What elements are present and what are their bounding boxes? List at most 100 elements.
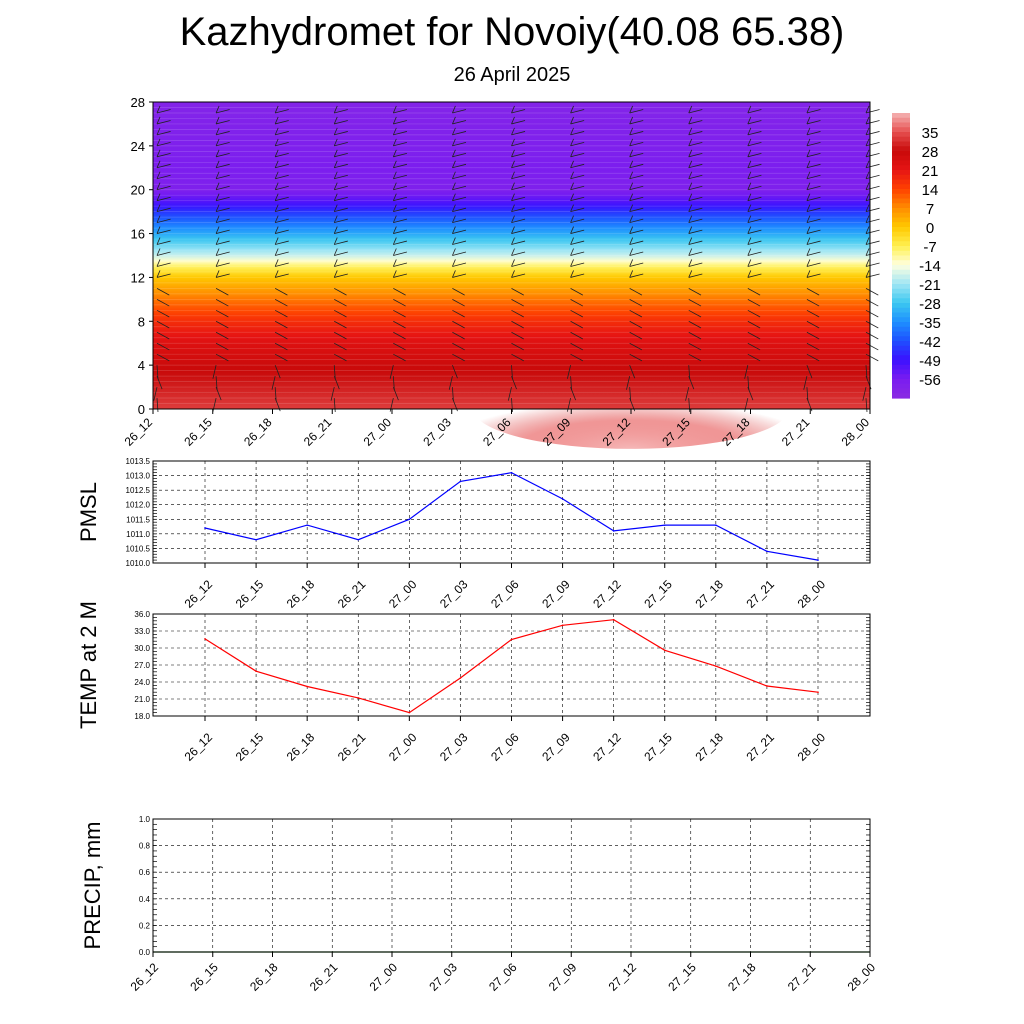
wind-barb — [393, 131, 407, 136]
y-tick-label: 0.4 — [139, 895, 151, 904]
wind-barb-flag — [452, 149, 456, 157]
wind-barb-flag — [806, 127, 811, 136]
wind-barb — [629, 218, 644, 223]
wind-barb-flag — [688, 149, 693, 157]
wind-barb — [452, 331, 465, 340]
wind-barb — [806, 120, 821, 125]
wind-barb-flag — [333, 160, 338, 168]
data-point — [459, 677, 462, 679]
wind-barb — [570, 218, 585, 223]
wind-barb — [215, 376, 218, 391]
colorbar-segment — [892, 117, 910, 124]
x-tick-label: 26_18 — [284, 577, 318, 611]
wind-barb — [570, 163, 585, 169]
wind-barb-flag — [570, 171, 574, 179]
x-tick-label: 27_09 — [539, 730, 573, 764]
wind-barb-flag — [274, 105, 279, 114]
wind-barb — [274, 387, 277, 402]
colorbar-label: -28 — [919, 296, 941, 313]
x-tick-label: 26_12 — [122, 415, 156, 449]
wind-barb-flag — [865, 105, 870, 114]
wind-barb-flag — [570, 248, 574, 256]
wind-barb — [688, 251, 703, 256]
colorbar-label: 0 — [926, 220, 934, 237]
wind-barb — [806, 342, 820, 351]
wind-barb-flag — [333, 105, 338, 114]
wind-barb — [688, 174, 703, 180]
wind-barb-flag — [570, 105, 574, 114]
wind-barb-flag — [570, 270, 574, 278]
wind-barb-flag — [570, 149, 574, 157]
wind-barb-flag — [806, 204, 811, 212]
wind-barb — [865, 207, 880, 213]
wind-barb — [452, 309, 465, 318]
wind-barb — [215, 152, 230, 158]
wind-barb — [334, 342, 347, 351]
wind-barb-flag — [747, 259, 752, 267]
wind-barb-flag — [806, 160, 811, 168]
x-tick-label: 27_03 — [426, 960, 460, 994]
wind-barb-flag — [629, 215, 634, 223]
wind-barb — [393, 163, 407, 169]
wind-barb-flag — [688, 127, 693, 136]
wind-barb-flag — [688, 270, 693, 278]
wind-barb — [747, 142, 762, 147]
wind-barb-flag — [274, 138, 279, 147]
wind-barb — [156, 229, 171, 234]
wind-barb — [334, 163, 348, 169]
wind-barb-flag — [511, 171, 515, 179]
x-tick-label: 27_12 — [606, 960, 640, 994]
wind-barb-flag — [629, 116, 634, 125]
wind-barb — [629, 131, 644, 136]
wind-barb — [747, 240, 762, 245]
colorbar-segment — [892, 260, 910, 266]
y-tick-label: 1011.0 — [126, 530, 150, 539]
wind-barb-flag — [392, 127, 397, 136]
colorbar-segment — [892, 284, 910, 290]
wind-barb-flag — [806, 248, 811, 256]
wind-barb-flag — [215, 259, 220, 267]
wind-barb — [570, 320, 584, 329]
wind-barb — [865, 262, 880, 267]
wind-barb-flag — [570, 127, 574, 136]
wind-barb-flag — [570, 226, 574, 234]
wind-barb-flag — [688, 160, 693, 168]
wind-barb-flag — [452, 127, 456, 136]
colorbar-segment — [892, 227, 910, 233]
wind-barb-flag — [274, 171, 279, 179]
wind-barb — [865, 152, 880, 158]
wind-barb — [334, 185, 348, 191]
wind-barb — [511, 218, 526, 223]
colorbar-segment — [892, 360, 910, 366]
panel-grid-v — [204, 614, 819, 716]
wind-barb — [865, 288, 879, 296]
wind-barb-flag — [806, 237, 811, 245]
wind-barb — [688, 218, 703, 223]
wind-barb — [806, 109, 821, 114]
wind-barb — [393, 120, 407, 125]
wind-barb-flag — [215, 116, 220, 125]
colorbar-label: 35 — [922, 125, 939, 142]
wind-barb — [156, 299, 170, 307]
wind-barb — [747, 185, 762, 191]
data-point — [306, 685, 308, 688]
colorbar-segment — [892, 189, 910, 195]
wind-barb — [865, 163, 880, 169]
wind-barb — [747, 152, 762, 158]
x-tick-label: 27_00 — [361, 415, 395, 449]
colorbar-segment — [892, 298, 910, 304]
wind-barb — [511, 353, 524, 362]
data-point — [204, 527, 206, 529]
colorbar-segment — [892, 184, 910, 190]
wind-barb-flag — [570, 160, 574, 168]
colorbar-segment — [892, 303, 910, 309]
x-tick-label: 26_15 — [181, 415, 215, 449]
wind-barb — [393, 353, 406, 362]
wind-barb — [626, 376, 631, 390]
wind-barb — [629, 331, 643, 340]
wind-barb — [511, 196, 526, 202]
wind-barb-flag — [629, 160, 634, 168]
wind-barb — [452, 218, 467, 223]
wind-barb — [452, 163, 467, 169]
